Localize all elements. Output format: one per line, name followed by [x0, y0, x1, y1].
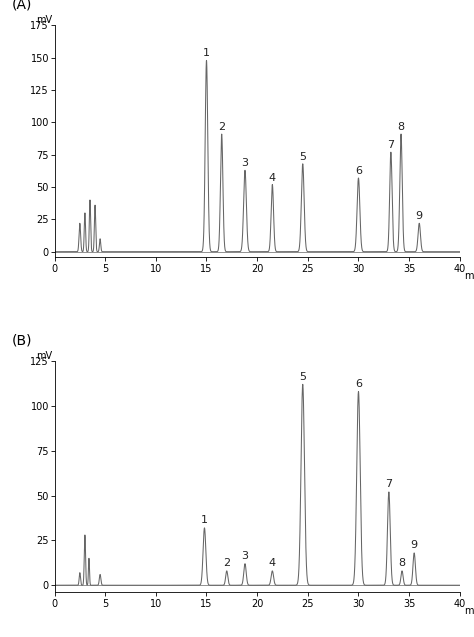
Text: (A): (A) [12, 0, 32, 11]
Text: 8: 8 [398, 122, 405, 132]
Text: min: min [464, 271, 474, 281]
Text: 1: 1 [201, 515, 208, 525]
Text: 7: 7 [385, 479, 392, 489]
Text: 6: 6 [355, 379, 362, 389]
Text: mV: mV [36, 15, 53, 25]
Text: 4: 4 [269, 173, 276, 183]
Text: 2: 2 [223, 558, 230, 568]
Text: 9: 9 [410, 540, 418, 550]
Text: (B): (B) [12, 333, 32, 347]
Text: 5: 5 [299, 152, 306, 162]
Text: 8: 8 [399, 558, 406, 568]
Text: 7: 7 [387, 140, 394, 150]
Text: 4: 4 [269, 558, 276, 568]
Text: 9: 9 [416, 211, 423, 221]
Text: 1: 1 [203, 48, 210, 59]
Text: 6: 6 [355, 166, 362, 176]
Text: 3: 3 [241, 159, 248, 168]
Text: mV: mV [36, 351, 53, 361]
Text: 5: 5 [299, 371, 306, 382]
Text: 3: 3 [241, 551, 248, 561]
Text: 2: 2 [218, 122, 225, 132]
Text: min: min [464, 606, 474, 616]
